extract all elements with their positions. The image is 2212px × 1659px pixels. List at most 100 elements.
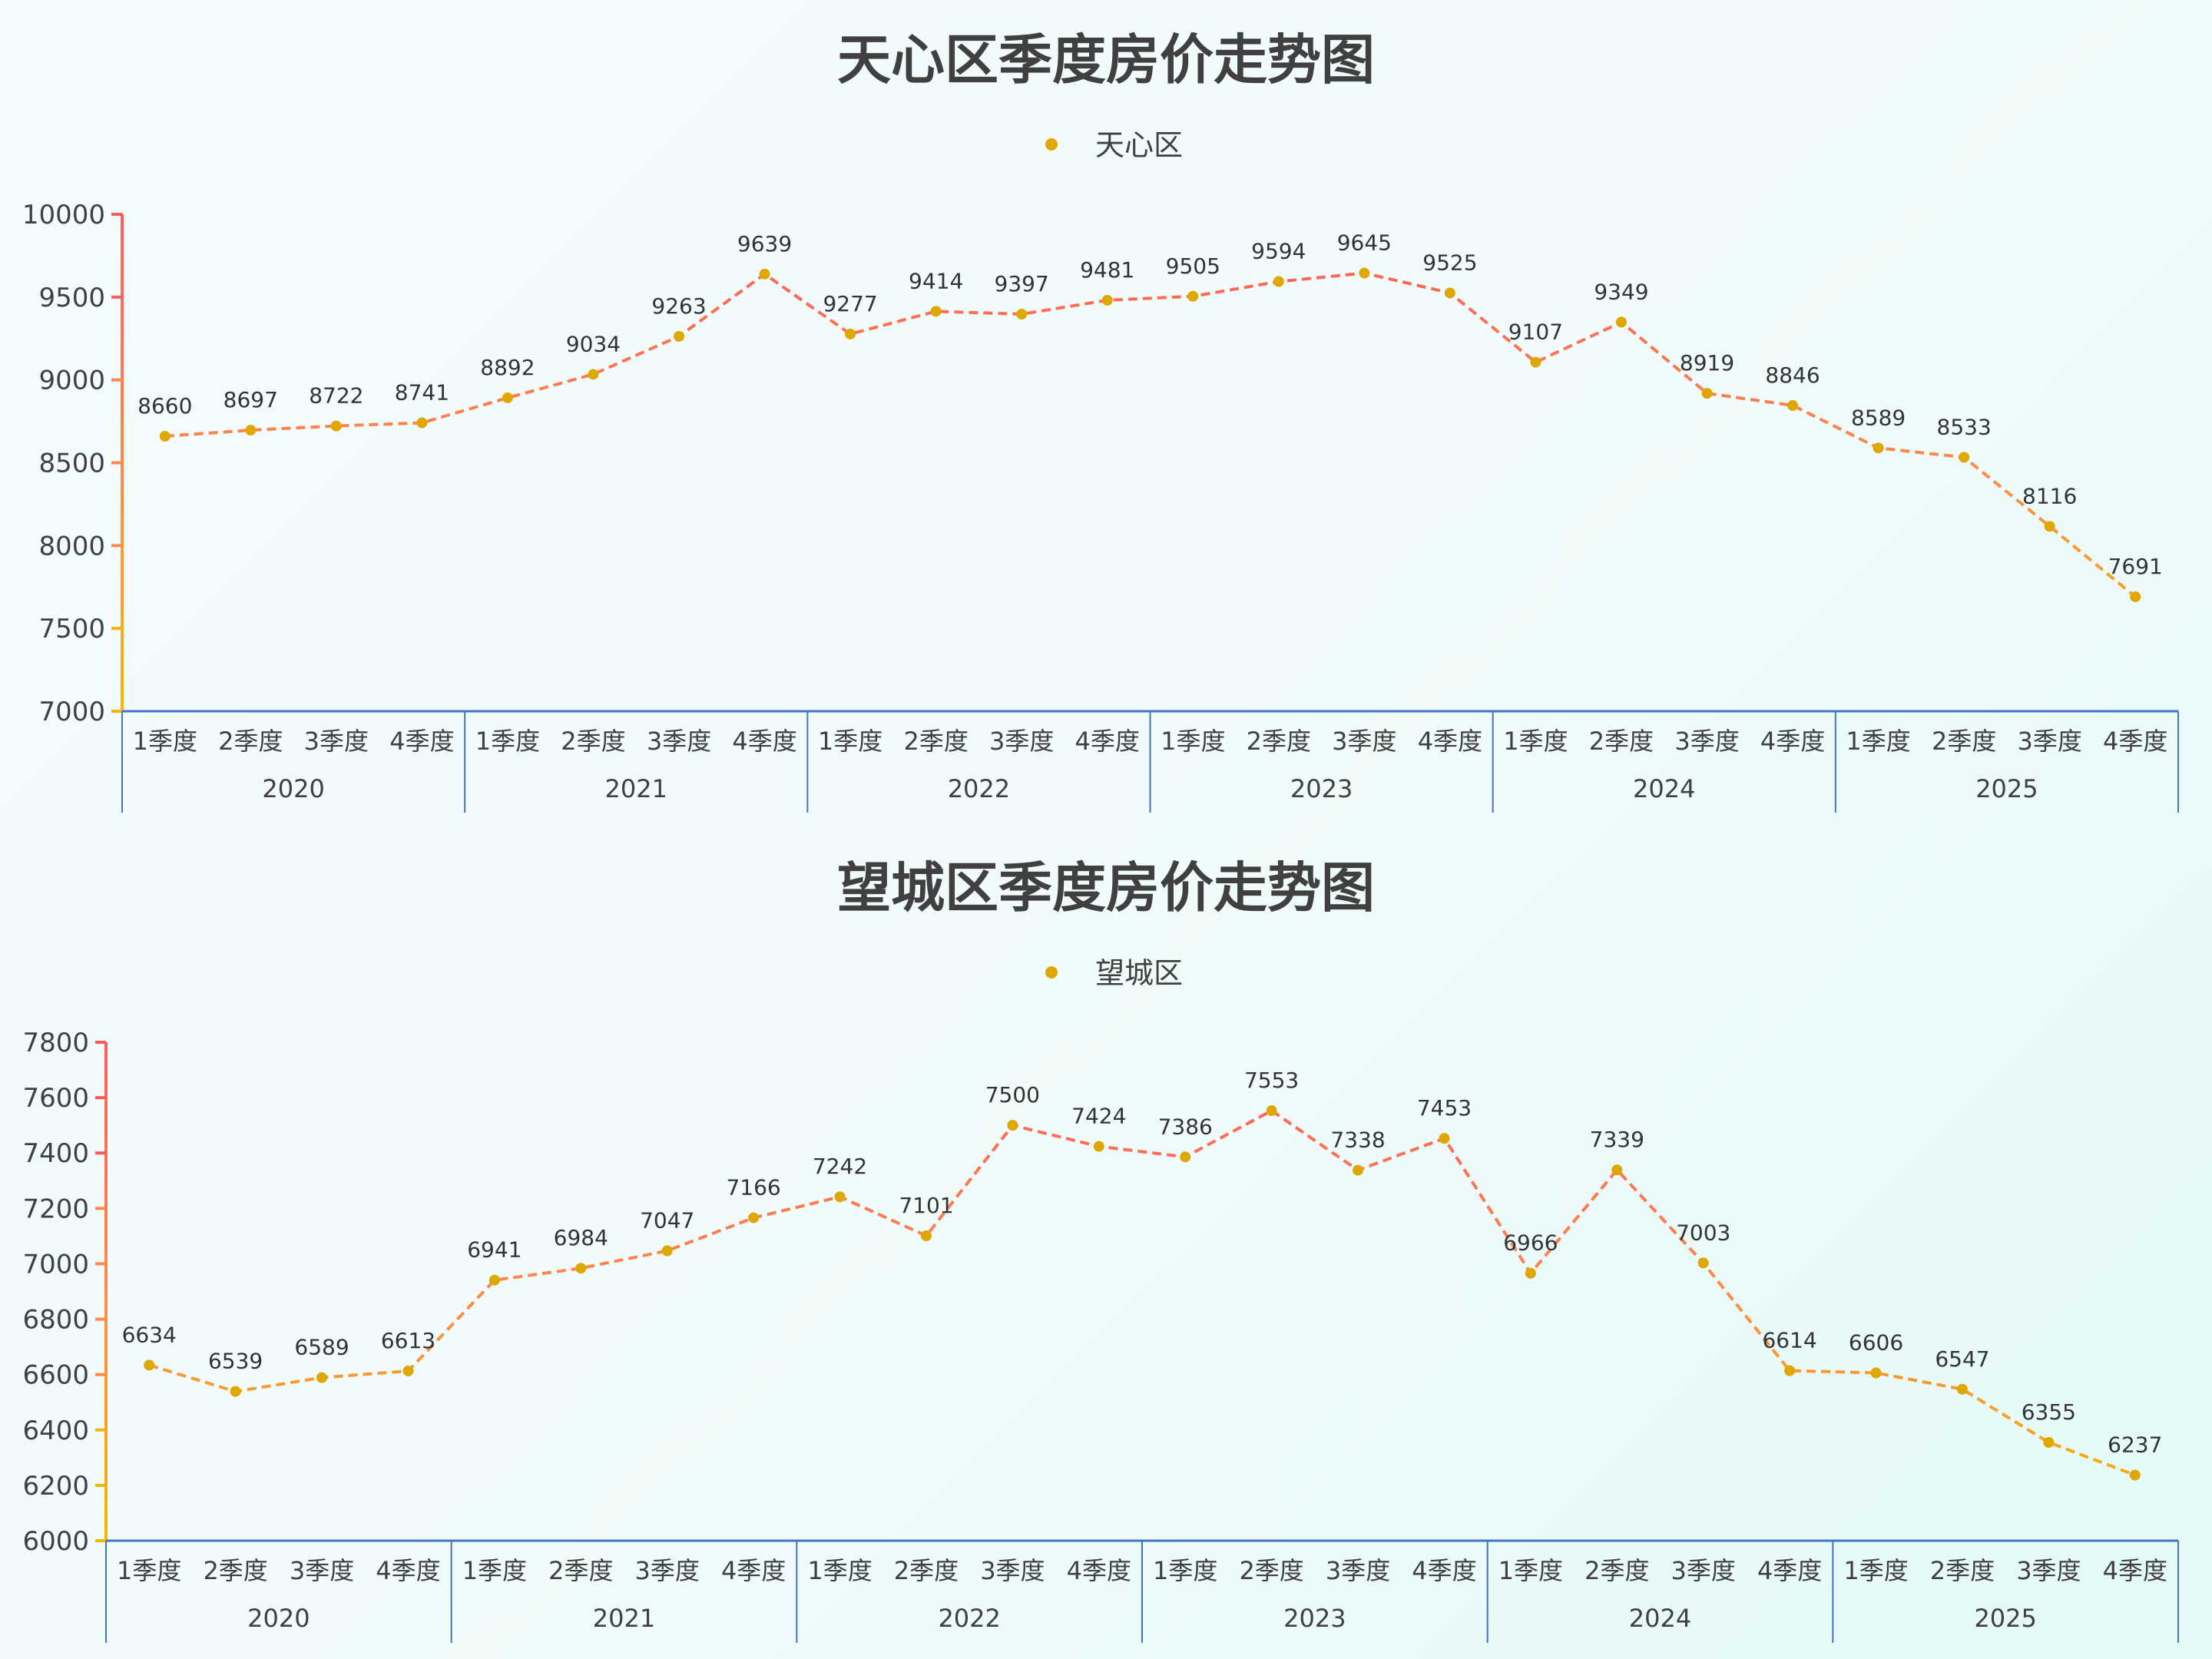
data-label: 9645 <box>1337 230 1392 256</box>
data-point[interactable] <box>2044 521 2055 532</box>
legend-label: 望城区 <box>1095 956 1183 990</box>
data-point[interactable] <box>488 1274 500 1286</box>
data-point[interactable] <box>930 306 942 317</box>
data-point[interactable] <box>502 392 513 403</box>
x-year-label: 2025 <box>1974 1604 2036 1633</box>
data-label: 8116 <box>2022 483 2077 508</box>
data-point[interactable] <box>2129 1469 2141 1481</box>
x-quarter-label: 3季度 <box>989 727 1054 756</box>
data-label: 8533 <box>1937 414 1992 439</box>
data-point[interactable] <box>1353 1164 1364 1176</box>
data-label: 7047 <box>640 1207 694 1233</box>
data-point[interactable] <box>1870 1367 1882 1379</box>
x-year-label: 2020 <box>247 1604 310 1633</box>
x-quarter-label: 2季度 <box>903 727 968 756</box>
x-quarter-label: 2季度 <box>203 1556 267 1585</box>
data-point[interactable] <box>588 369 599 380</box>
data-point[interactable] <box>2043 1437 2055 1449</box>
data-point[interactable] <box>330 420 342 432</box>
data-point[interactable] <box>759 268 770 280</box>
data-point[interactable] <box>1959 452 1970 463</box>
data-label: 7166 <box>726 1175 780 1200</box>
x-quarter-label: 1季度 <box>1843 1556 1908 1585</box>
data-label: 7453 <box>1417 1095 1472 1121</box>
x-quarter-label: 4季度 <box>1412 1556 1476 1585</box>
data-point[interactable] <box>1359 267 1370 279</box>
data-point[interactable] <box>1016 309 1028 320</box>
x-year-label: 2022 <box>938 1604 1000 1633</box>
x-year-label: 2021 <box>593 1604 655 1633</box>
data-point[interactable] <box>1530 356 1541 368</box>
data-label: 7338 <box>1330 1128 1385 1153</box>
x-quarter-label: 2季度 <box>1930 1556 1995 1585</box>
data-label: 6984 <box>554 1225 608 1250</box>
data-point[interactable] <box>159 430 171 442</box>
data-label: 7386 <box>1158 1114 1213 1139</box>
x-quarter-label: 1季度 <box>807 1556 872 1585</box>
data-point[interactable] <box>1784 1365 1796 1376</box>
data-label: 6237 <box>2108 1432 2162 1458</box>
data-label: 7500 <box>985 1082 1040 1108</box>
data-point[interactable] <box>1701 388 1713 399</box>
y-tick-label: 6000 <box>22 1526 89 1557</box>
data-point[interactable] <box>575 1263 587 1274</box>
x-quarter-label: 3季度 <box>2018 727 2082 756</box>
x-quarter-label: 4季度 <box>389 727 454 756</box>
data-point[interactable] <box>920 1230 932 1242</box>
data-point[interactable] <box>1101 294 1113 306</box>
data-label: 8722 <box>309 383 363 409</box>
x-year-label: 2023 <box>1290 774 1353 803</box>
chart-title: 天心区季度房价走势图 <box>837 28 1375 91</box>
x-quarter-label: 4季度 <box>1760 727 1825 756</box>
data-point[interactable] <box>845 328 856 339</box>
y-tick-label: 9500 <box>38 283 105 313</box>
data-point[interactable] <box>245 425 257 436</box>
data-point[interactable] <box>1697 1257 1709 1269</box>
data-point[interactable] <box>416 417 428 429</box>
x-year-label: 2025 <box>1975 774 2038 803</box>
data-point[interactable] <box>230 1386 241 1397</box>
data-point[interactable] <box>1444 287 1455 299</box>
y-tick-label: 7500 <box>38 614 105 644</box>
data-point[interactable] <box>316 1372 328 1383</box>
data-point[interactable] <box>402 1365 414 1376</box>
series-line <box>148 1108 2136 1477</box>
data-point[interactable] <box>1787 399 1799 411</box>
data-point[interactable] <box>674 330 685 342</box>
data-label: 6539 <box>208 1349 263 1374</box>
legend-item[interactable]: 望城区 <box>1022 956 1183 990</box>
data-point[interactable] <box>1093 1141 1104 1152</box>
data-label: 7242 <box>813 1154 867 1179</box>
x-quarter-label: 2季度 <box>1247 727 1311 756</box>
x-quarter-label: 3季度 <box>2016 1556 2081 1585</box>
x-year-label: 2023 <box>1283 1604 1346 1633</box>
data-point[interactable] <box>144 1359 155 1371</box>
data-point[interactable] <box>2130 591 2141 602</box>
data-point[interactable] <box>1611 1164 1623 1176</box>
legend-marker-icon <box>1045 138 1058 151</box>
data-point[interactable] <box>1956 1383 1968 1395</box>
data-point[interactable] <box>1180 1151 1191 1163</box>
x-quarter-label: 3季度 <box>635 1556 700 1585</box>
x-quarter-label: 1季度 <box>475 727 540 756</box>
legend-item[interactable]: 天心区 <box>1022 128 1183 162</box>
x-quarter-label: 4季度 <box>2103 727 2167 756</box>
data-point[interactable] <box>1007 1120 1018 1131</box>
x-year-label: 2020 <box>262 774 324 803</box>
data-point[interactable] <box>1187 290 1199 302</box>
data-label: 7553 <box>1244 1068 1299 1093</box>
data-point[interactable] <box>1615 316 1627 328</box>
data-label: 7101 <box>899 1193 953 1218</box>
data-point[interactable] <box>661 1245 673 1257</box>
data-point[interactable] <box>1873 442 1884 454</box>
data-point[interactable] <box>1525 1267 1536 1279</box>
data-point[interactable] <box>748 1212 760 1224</box>
data-label: 6613 <box>381 1328 435 1353</box>
data-point[interactable] <box>1439 1133 1450 1144</box>
data-label: 7691 <box>2108 554 2163 579</box>
data-point[interactable] <box>1273 276 1284 287</box>
x-quarter-label: 4季度 <box>721 1556 786 1585</box>
data-point[interactable] <box>1266 1105 1277 1117</box>
data-point[interactable] <box>834 1191 846 1203</box>
data-label: 8589 <box>1851 405 1906 430</box>
